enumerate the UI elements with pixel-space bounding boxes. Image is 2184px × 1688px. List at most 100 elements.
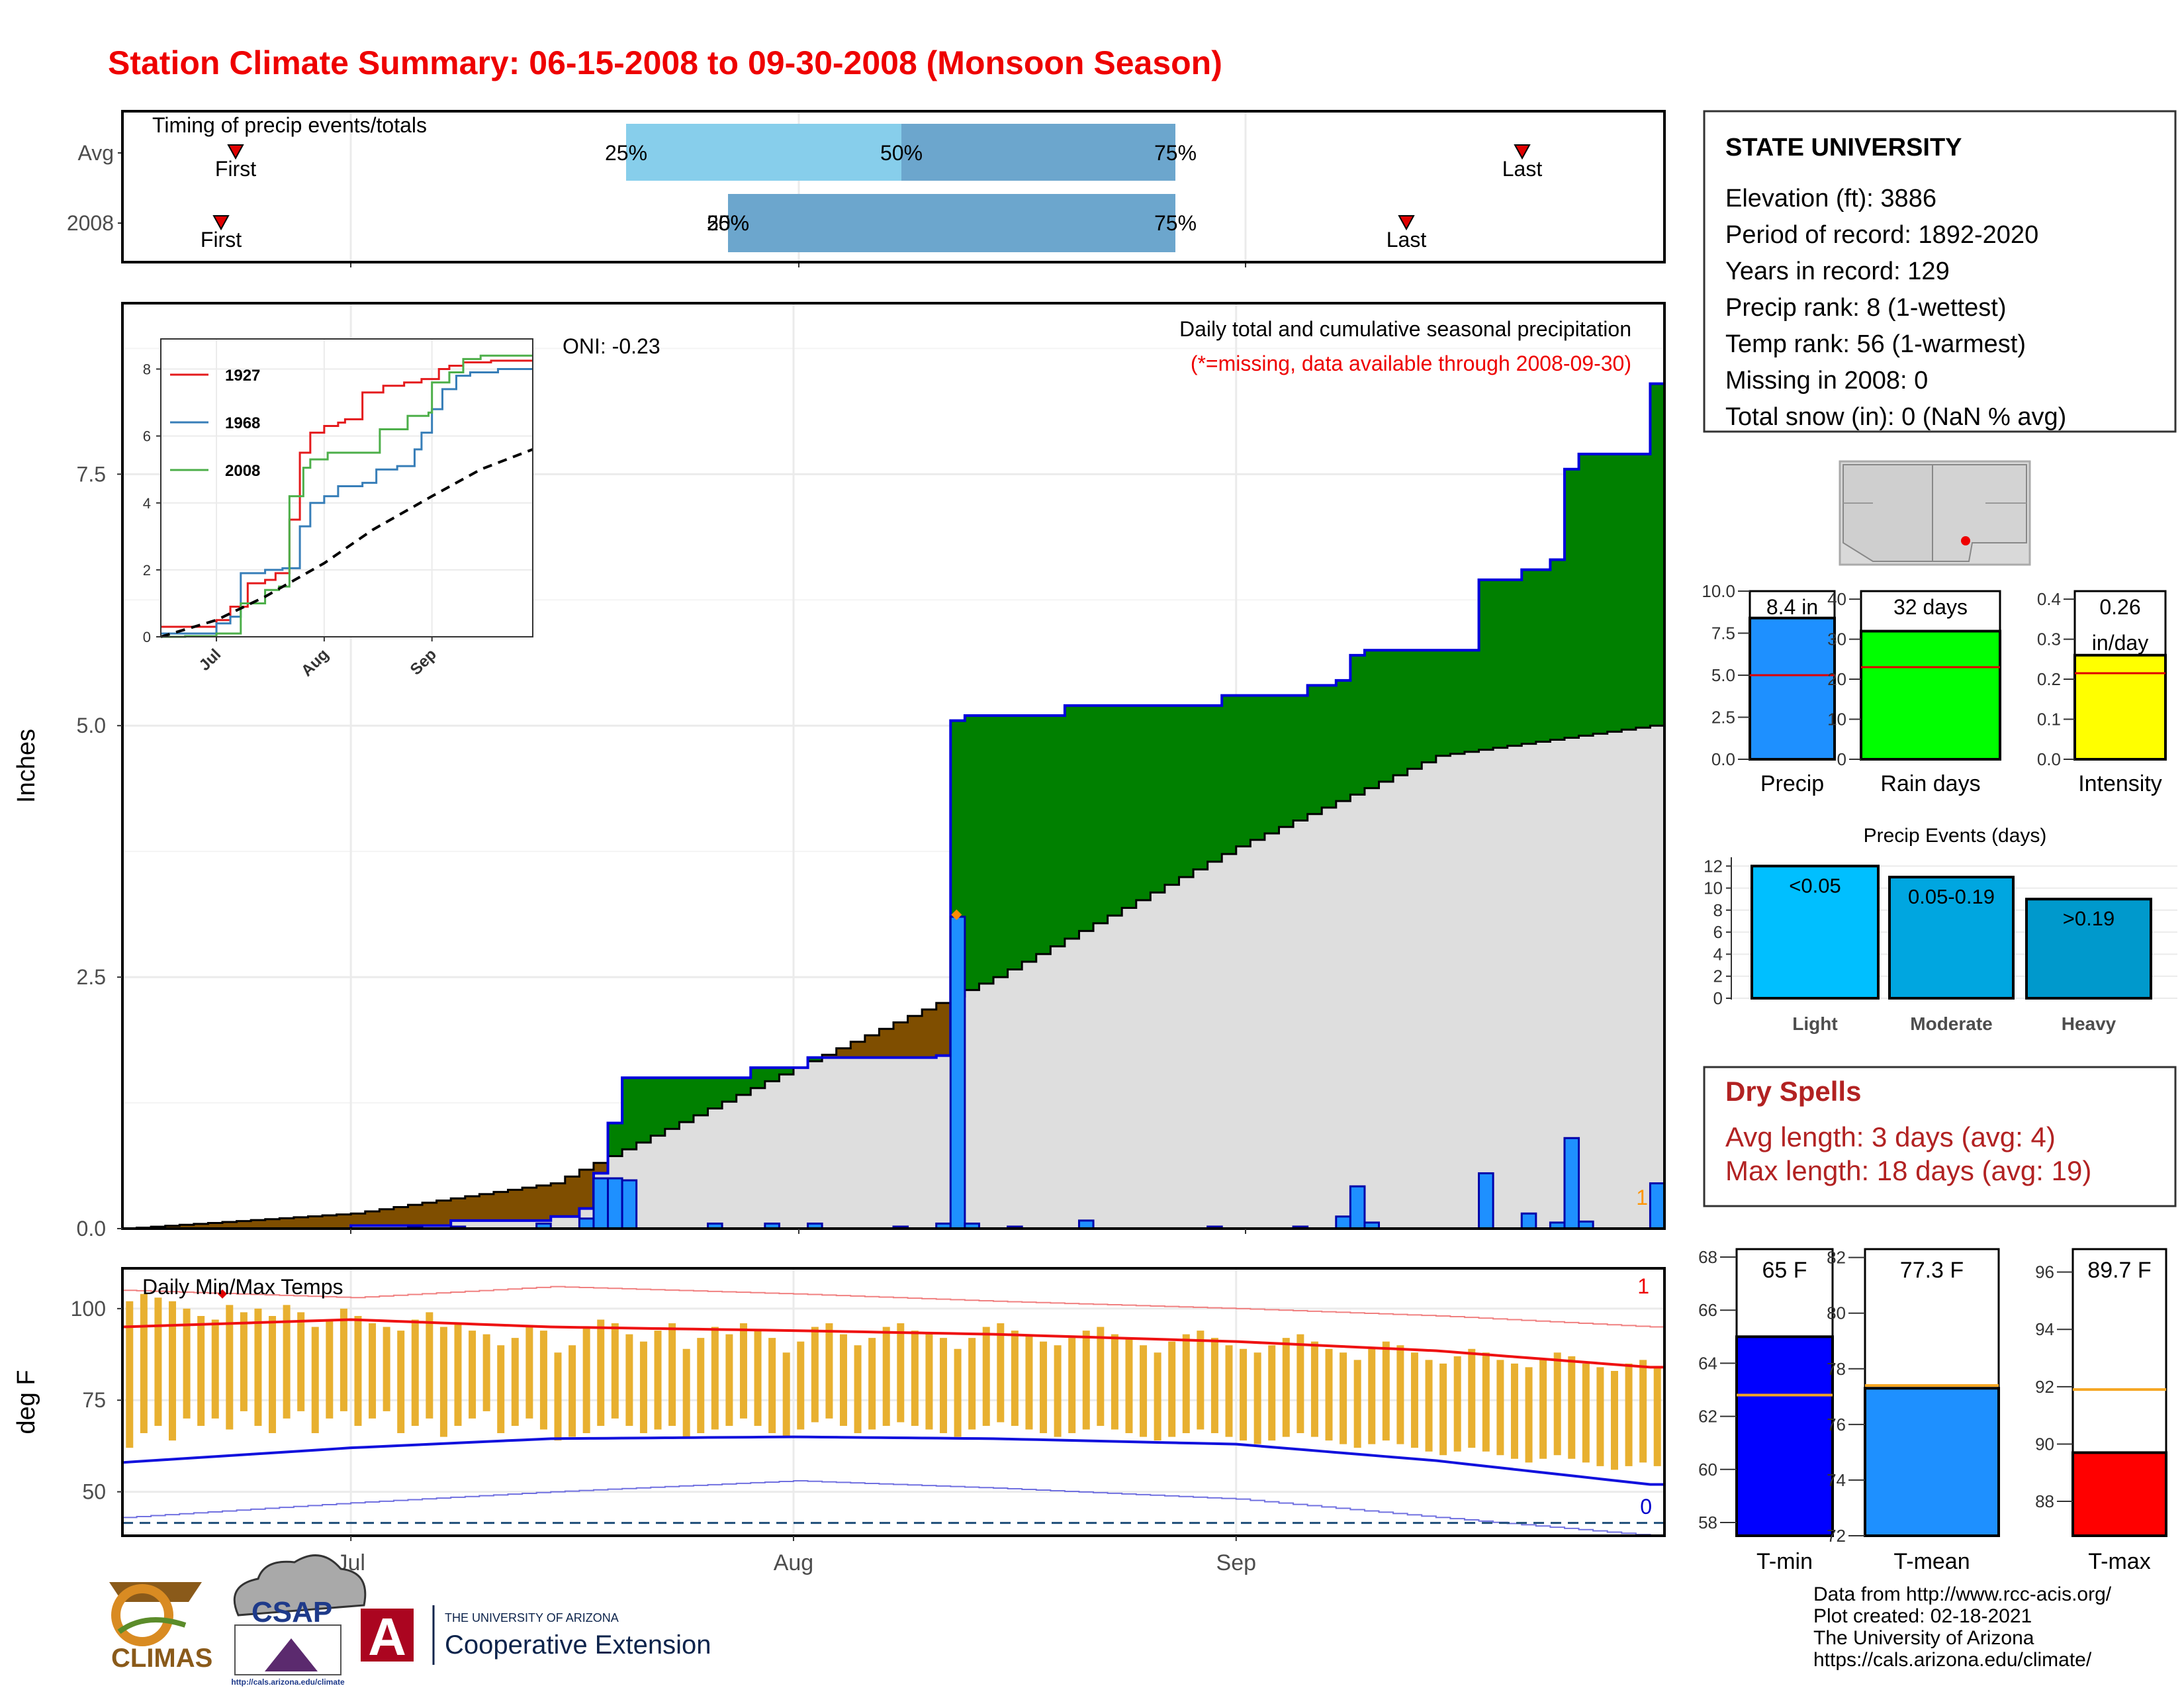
inset-frame (160, 338, 533, 637)
minibar-label: Rain days (1880, 771, 1980, 796)
events-bar-label: <0.05 (1789, 874, 1841, 897)
temp-ylabel: deg F (13, 1370, 40, 1434)
footer-line: Plot created: 02-18-2021 (1813, 1605, 2032, 1627)
tempbar-tick-label: 58 (1698, 1513, 1717, 1532)
normal-max-line (122, 1318, 1664, 1369)
tempbar-label: T-mean (1893, 1549, 1970, 1574)
inset-ytick-label: 0 (143, 629, 151, 645)
inset-legend-label: 2008 (225, 462, 260, 480)
tempbar-tick-label: 60 (1698, 1460, 1717, 1479)
timing-avg-first: First (215, 157, 256, 181)
timing-2008-p25: 25% (707, 211, 749, 235)
minibar-label: Intensity (2078, 771, 2162, 796)
daily-precip-bar (1478, 1172, 1494, 1230)
events-bar-label: >0.19 (2063, 907, 2115, 930)
inset-chart: 0 2 4 6 8 Jul Aug Sep 1927 1968 2008 (143, 338, 533, 680)
minibar-intensity: 0.0 0.1 0.2 0.3 0.4 0.26 in/day Intensity (2037, 589, 2167, 796)
minibar-tick-label: 7.5 (1711, 624, 1735, 643)
minibar-tick-label: 30 (1827, 630, 1846, 649)
inset-ytick-label: 4 (143, 495, 151, 512)
main-count-label: 1 (1636, 1186, 1648, 1209)
dynamic-layer: Station Climate Summary: 06-15-2008 to 0… (13, 44, 2177, 1687)
tempbar-tick-label: 64 (1698, 1353, 1717, 1373)
main-missing-note: (*=missing, data available through 2008-… (1191, 352, 1631, 375)
csap-logo-text: CSAP (251, 1596, 332, 1628)
map-region-az (1843, 464, 1933, 562)
tempbar-tick-label: 72 (1827, 1526, 1846, 1546)
max-daily-marker (951, 909, 962, 920)
station-info-line: Missing in 2008: 0 (1725, 367, 1928, 395)
minibar-rain-days: 0 10 20 30 40 32 days Rain days (1827, 589, 2001, 796)
csap-logo-cloud (233, 1554, 367, 1617)
station-info-line: Total snow (in): 0 (NaN % avg) (1725, 403, 2066, 431)
station-info-line: Years in record: 129 (1725, 258, 1950, 285)
inset-line-2008 (161, 354, 533, 638)
tempbar-label: T-max (2088, 1549, 2150, 1574)
surplus-precip-area (608, 383, 1664, 1156)
tempbar-tick-label: 66 (1698, 1300, 1717, 1320)
station-info-line: Precip rank: 8 (1-wettest) (1725, 294, 2006, 322)
minibar-tick-label: 0 (1837, 749, 1846, 769)
minibar-tick-label: 0.3 (2037, 630, 2061, 649)
inset-legend-label: 1927 (225, 367, 260, 385)
map-region-nm (1932, 464, 2027, 562)
minibar-value-label: in/day (2092, 631, 2148, 655)
cumulative-precip-line (122, 382, 1664, 1230)
timing-avg-p75: 75% (1154, 141, 1197, 165)
daily-precip-bar (621, 1179, 638, 1230)
ua-logo-letter: A (368, 1607, 406, 1666)
ua-logo-block (361, 1609, 414, 1662)
inset-ytick-label: 2 (143, 562, 151, 579)
record-max-marker (218, 1289, 228, 1299)
minibar-value-label: 32 days (1893, 595, 1968, 619)
minibar-value-label: 0.26 (2099, 595, 2140, 619)
timing-avg-bar-early (626, 124, 901, 181)
tempbar-tick-label: 90 (2035, 1434, 2054, 1454)
events-tick-label: 2 (1713, 966, 1723, 986)
temp-min-count: 0 (1640, 1495, 1652, 1519)
normal-precip-line (122, 724, 1664, 1230)
temp-ytick-label: 100 (71, 1297, 106, 1321)
daily-precip-bar (1649, 1182, 1666, 1230)
daily-precip-bar (1563, 1137, 1580, 1230)
minibar-tick-label: 5.0 (1711, 665, 1735, 685)
tempbar-tick-label: 68 (1698, 1247, 1717, 1267)
minibar-tick-label: 0.0 (2037, 749, 2061, 769)
minibar-value-bar (2073, 653, 2167, 761)
record-max-line (122, 1286, 1664, 1328)
tempbar-tick-label: 82 (1827, 1248, 1846, 1268)
daily-precip-bar (1335, 1215, 1351, 1230)
csap-logo-url: http://cals.arizona.edu/climate (231, 1677, 345, 1687)
timing-avg-bar-late (901, 124, 1175, 181)
minibar-tick-label: 0.0 (1711, 749, 1735, 769)
timing-2008-bar (728, 194, 1175, 252)
record-min-line (122, 1479, 1664, 1536)
timing-row-label-avg: Avg (77, 141, 114, 165)
inset-xtick-label: Aug (298, 645, 332, 680)
dry-spells-avg: Avg length: 3 days (avg: 4) (1725, 1121, 2056, 1152)
temp-ytick-label: 50 (82, 1480, 106, 1504)
station-info-line: Period of record: 1892-2020 (1725, 221, 2038, 249)
minibar-tick-label: 2.5 (1711, 708, 1735, 727)
page-title: Station Climate Summary: 06-15-2008 to 0… (108, 44, 1222, 81)
events-tick-label: 4 (1713, 944, 1723, 964)
timing-avg-last-marker (1514, 144, 1531, 160)
minibar-tick-label: 0.1 (2037, 710, 2061, 729)
tempbar-tick-label: 80 (1827, 1303, 1846, 1323)
events-bar-heavy (2025, 898, 2152, 1000)
main-panel-frame (121, 302, 1666, 1230)
tempbar-t-min: 58 60 62 64 66 68 65 F T-min (1698, 1247, 1834, 1574)
minibar-tick-label: 0.2 (2037, 669, 2061, 689)
timing-row-label-2008: 2008 (67, 211, 114, 235)
climas-logo-leaf (117, 1617, 187, 1634)
station-info-line: Temp rank: 56 (1-warmest) (1725, 330, 2026, 358)
climas-logo-ring (111, 1584, 173, 1646)
main-ytick-label: 0.0 (77, 1217, 106, 1241)
temp-xtick-label: Sep (1216, 1550, 1257, 1575)
main-ytick-label: 5.0 (77, 714, 106, 737)
events-tick-label: 12 (1704, 856, 1723, 876)
inset-line-1927 (161, 359, 533, 628)
dry-spells-title: Dry Spells (1725, 1076, 1861, 1107)
temp-ytick-label: 75 (82, 1388, 106, 1412)
minibar-value-bar (1860, 630, 2001, 761)
